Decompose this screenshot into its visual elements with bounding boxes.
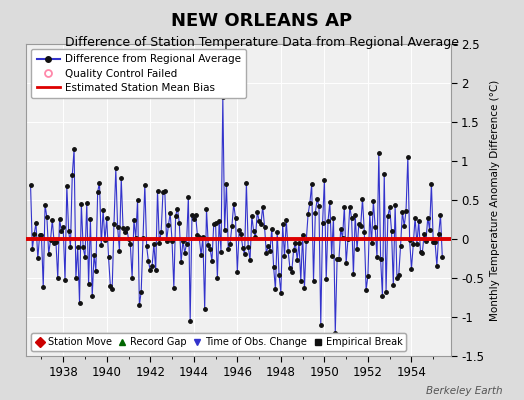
Text: Difference of Station Temperature Data from Regional Average: Difference of Station Temperature Data f… bbox=[65, 36, 459, 49]
Legend: Station Move, Record Gap, Time of Obs. Change, Empirical Break: Station Move, Record Gap, Time of Obs. C… bbox=[31, 333, 406, 351]
Text: NEW ORLEANS AP: NEW ORLEANS AP bbox=[171, 12, 353, 30]
Y-axis label: Monthly Temperature Anomaly Difference (°C): Monthly Temperature Anomaly Difference (… bbox=[489, 79, 499, 321]
Text: Berkeley Earth: Berkeley Earth bbox=[427, 386, 503, 396]
